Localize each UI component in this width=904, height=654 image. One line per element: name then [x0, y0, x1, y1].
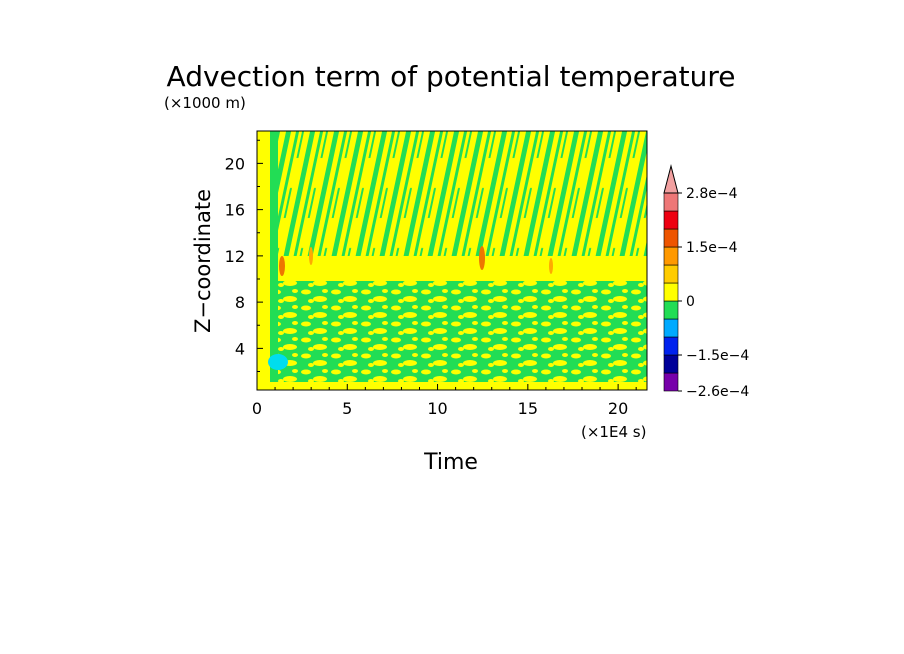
- field-upper: [257, 131, 647, 256]
- x-tick-label: 0: [252, 399, 262, 418]
- colorbar-label: −1.5e−4: [686, 348, 749, 364]
- colorbar-swatch: [663, 192, 679, 212]
- colorbar: 2.8e−4 1.5e−4 0 −1.5e−4 −2.6e−4: [663, 164, 749, 400]
- colorbar-swatch: [663, 282, 679, 302]
- colorbar-swatch: [663, 318, 679, 338]
- plot-frame: [256, 130, 648, 391]
- warm-spot-1: [279, 256, 285, 276]
- colorbar-label: −2.6e−4: [686, 384, 749, 400]
- y-tick-label: 8: [235, 293, 245, 312]
- y-tick-label: 20: [225, 154, 245, 173]
- plot-area: [257, 131, 647, 390]
- x-tick-label: 20: [608, 399, 628, 418]
- y-tick-label: 12: [225, 247, 245, 266]
- cyan-blob: [268, 354, 288, 370]
- y-tick-label: 16: [225, 201, 245, 220]
- colorbar-swatch: [663, 264, 679, 284]
- warm-spot-3: [479, 246, 485, 270]
- y-tick-label: 4: [235, 339, 245, 358]
- colorbar-overflow-arrow: [663, 164, 679, 194]
- colorbar-swatch: [663, 246, 679, 266]
- warm-spot-2: [309, 247, 313, 265]
- field-lower: [257, 281, 647, 390]
- bottom-yellow-layer: [257, 382, 647, 390]
- colorbar-swatch: [663, 210, 679, 230]
- y-unit-label: (×1000 m): [164, 94, 246, 112]
- x-tick-label: 15: [518, 399, 538, 418]
- colorbar-swatch: [663, 228, 679, 248]
- y-axis: 4 8 12 16 20: [225, 139, 263, 372]
- field-middle: [257, 256, 647, 281]
- colorbar-label: 0: [686, 294, 695, 310]
- y-axis-label: Z−coordinate: [191, 189, 215, 333]
- warm-spot-4: [549, 258, 553, 274]
- x-tick-label: 5: [342, 399, 352, 418]
- x-axis: 0 5 10 15 20: [252, 384, 637, 418]
- x-tick-label: 10: [427, 399, 447, 418]
- colorbar-label: 1.5e−4: [686, 240, 738, 256]
- x-unit-label: (×1E4 s): [581, 423, 646, 441]
- left-spinup-strip: [257, 131, 270, 390]
- colorbar-swatch: [663, 354, 679, 374]
- green-column: [270, 131, 278, 390]
- colorbar-swatch: [663, 372, 679, 392]
- x-axis-label: Time: [423, 450, 478, 475]
- chart-title: Advection term of potential temperature: [167, 60, 736, 93]
- colorbar-label: 2.8e−4: [686, 186, 738, 202]
- colorbar-swatch: [663, 300, 679, 320]
- colorbar-swatch: [663, 336, 679, 356]
